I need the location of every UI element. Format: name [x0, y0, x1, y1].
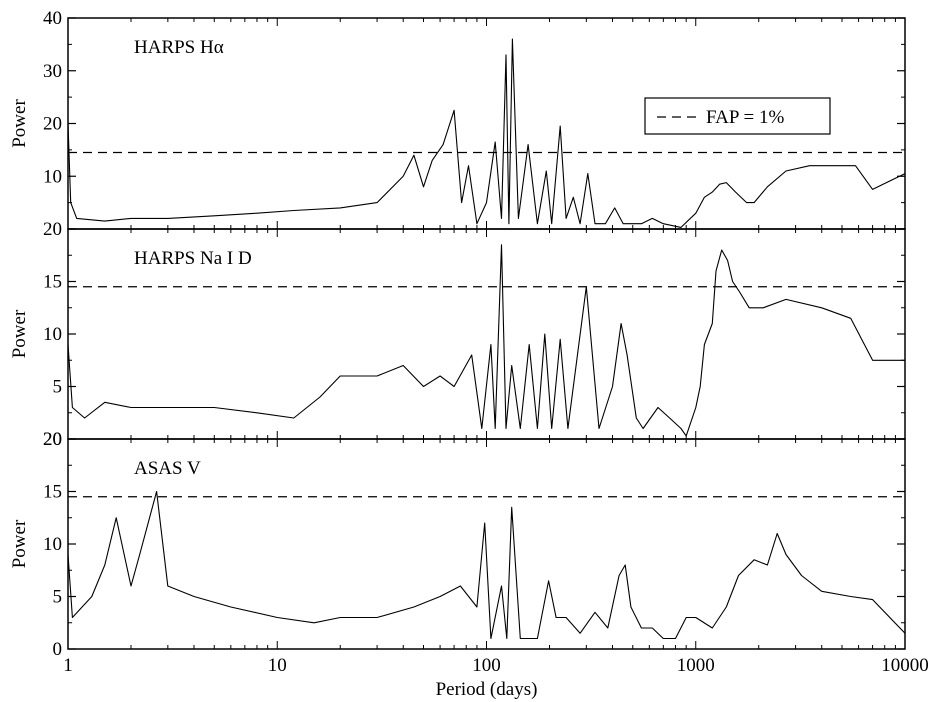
legend: FAP = 1%: [644, 97, 831, 135]
y-tick-label: 0: [53, 639, 63, 660]
y-tick-label: 20: [43, 429, 62, 450]
panel-3: 0 5 10 15 20 ASAS V Power: [9, 429, 906, 660]
y-tick-label: 5: [53, 377, 63, 398]
series-line: [67, 38, 906, 228]
series-line: [67, 244, 905, 437]
x-tick-label: 100: [472, 655, 501, 676]
y-tick-label: 40: [43, 8, 62, 29]
panel-label: HARPS Na I D: [134, 248, 252, 269]
y-tick-label: 20: [43, 429, 62, 450]
y-tick-label: 5: [53, 587, 63, 608]
x-tick-label: 1: [63, 655, 73, 676]
y-tick-label: 10: [43, 534, 62, 555]
panel-label: HARPS Hα: [134, 37, 224, 58]
y-axis-title: Power: [9, 309, 30, 358]
x-tick-label: 10000: [881, 655, 929, 676]
y-tick-label: 20: [43, 114, 62, 135]
y-tick-label: 15: [43, 482, 62, 503]
legend-label: FAP = 1%: [706, 107, 784, 128]
y-tick-label: 30: [43, 61, 62, 82]
y-axis-title: Power: [9, 99, 30, 148]
y-tick-label: 10: [43, 166, 62, 187]
y-tick-label: 20: [43, 219, 62, 240]
y-tick-label: 15: [43, 272, 62, 293]
x-tick-label: 1000: [677, 655, 715, 676]
series-line: [67, 490, 906, 640]
y-tick-label: 10: [43, 324, 62, 345]
panel-2: 20 5 10 15 20 HARPS Na I D Power: [9, 219, 906, 450]
legend-box: [644, 97, 831, 135]
panel-label: ASAS V: [134, 458, 201, 479]
y-axis-title: Power: [9, 519, 30, 568]
x-tick-label: 10: [268, 655, 287, 676]
x-axis-title: Period (days): [436, 679, 538, 700]
